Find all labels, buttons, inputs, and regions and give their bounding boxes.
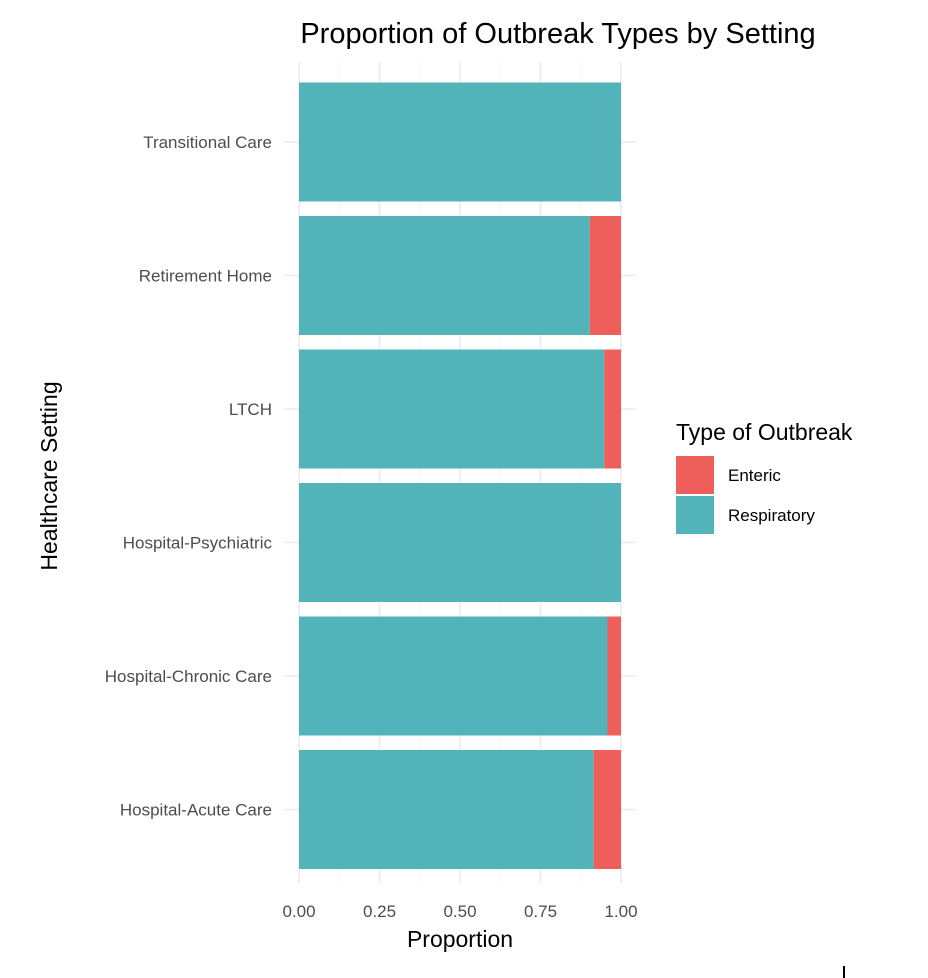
y-tick-label: Hospital-Chronic Care <box>105 667 272 686</box>
legend-label-respiratory: Respiratory <box>728 506 815 525</box>
bar-enteric-hospital-acute-care <box>593 750 621 869</box>
y-axis-title: Healthcare Setting <box>36 381 62 570</box>
bar-respiratory-hospital-acute-care <box>299 750 594 869</box>
legend-key-enteric <box>676 456 714 494</box>
y-tick-label: Transitional Care <box>143 133 272 152</box>
x-tick-label: 0.25 <box>363 902 396 921</box>
bar-respiratory-hospital-psychiatric <box>299 483 621 602</box>
y-tick-label: Hospital-Acute Care <box>120 801 272 820</box>
bar-respiratory-retirement-home <box>299 216 590 335</box>
legend-key-respiratory <box>676 496 714 534</box>
bar-respiratory-ltch <box>299 349 605 469</box>
x-tick-label: 0.75 <box>524 902 557 921</box>
legend-label-enteric: Enteric <box>728 466 781 485</box>
bar-respiratory-transitional-care <box>299 82 621 202</box>
y-axis-ticks: Hospital-Acute Care Hospital-Chronic Care… <box>105 133 273 820</box>
corner-mark <box>843 966 845 978</box>
legend-title: Type of Outbreak <box>676 419 853 445</box>
bar-enteric-retirement-home <box>589 216 621 335</box>
y-tick-label: LTCH <box>229 400 272 419</box>
x-tick-label: 1.00 <box>604 902 637 921</box>
bars <box>299 82 621 869</box>
chart-title: Proportion of Outbreak Types by Setting <box>300 18 815 50</box>
x-tick-label: 0.00 <box>282 902 315 921</box>
x-tick-label: 0.50 <box>443 902 476 921</box>
x-axis-title: Proportion <box>407 926 513 952</box>
legend-entries: Enteric Respiratory <box>676 456 815 534</box>
x-axis-ticks: 0.00 0.25 0.50 0.75 1.00 <box>282 902 637 921</box>
y-tick-label: Hospital-Psychiatric <box>123 534 273 553</box>
legend: Type of Outbreak Enteric Respiratory <box>676 419 853 534</box>
y-tick-label: Retirement Home <box>139 267 272 286</box>
bar-respiratory-hospital-chronic-care <box>299 616 608 736</box>
bar-enteric-hospital-chronic-care <box>607 616 621 736</box>
bar-enteric-ltch <box>604 349 621 469</box>
